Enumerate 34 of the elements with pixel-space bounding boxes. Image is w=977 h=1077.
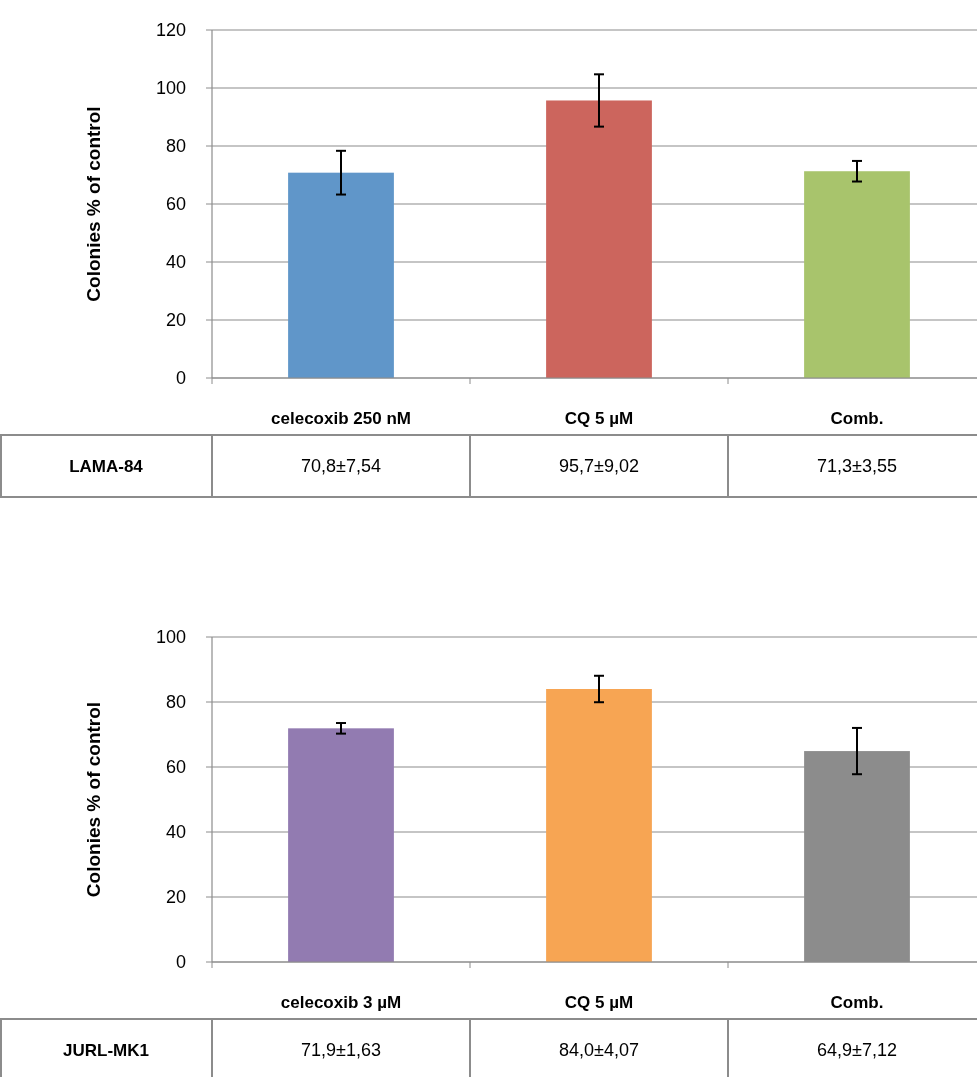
y-tick-label: 60 (165, 194, 186, 215)
text: LAMA-84 (69, 456, 144, 476)
x-tick-label: celecoxib 250 nM (271, 409, 411, 428)
y-tick-label: 60 (165, 757, 186, 778)
y-tick-label: 100 (155, 78, 186, 99)
y-tick-label: 0 (175, 368, 186, 389)
x-tick-label: Comb. (830, 993, 884, 1012)
bar (804, 171, 910, 378)
text: JURL-MK1 (63, 1040, 149, 1060)
bar (288, 172, 394, 378)
y-axis-title: Colonies % of control (83, 106, 104, 302)
data-label: 70,8±7,54 (301, 456, 381, 477)
x-tick-label: Comb. (830, 409, 884, 428)
data-label: 71,3±3,55 (817, 456, 897, 477)
data-label: 95,7±9,02 (559, 456, 639, 477)
data-label: 71,9±1,63 (301, 1040, 381, 1061)
y-tick-label: 80 (165, 692, 186, 713)
data-label: 84,0±4,07 (559, 1040, 639, 1061)
y-tick-label: 40 (165, 822, 186, 843)
y-tick-label: 20 (165, 310, 186, 331)
y-tick-label: 120 (155, 20, 186, 41)
y-tick-label: 40 (165, 252, 186, 273)
y-tick-label: 80 (165, 136, 186, 157)
bar (546, 100, 652, 378)
data-label: 64,9±7,12 (817, 1040, 897, 1061)
bar (546, 689, 652, 962)
y-tick-label: 0 (175, 952, 186, 973)
y-axis-title: Colonies % of control (83, 701, 104, 898)
y-tick-label: 100 (155, 627, 186, 648)
x-tick-label: CQ 5 µM (564, 409, 634, 428)
x-tick-label: CQ 5 µM (564, 993, 634, 1012)
bar (288, 728, 394, 962)
x-tick-label: celecoxib 3 µM (280, 993, 402, 1012)
y-tick-label: 20 (165, 887, 186, 908)
